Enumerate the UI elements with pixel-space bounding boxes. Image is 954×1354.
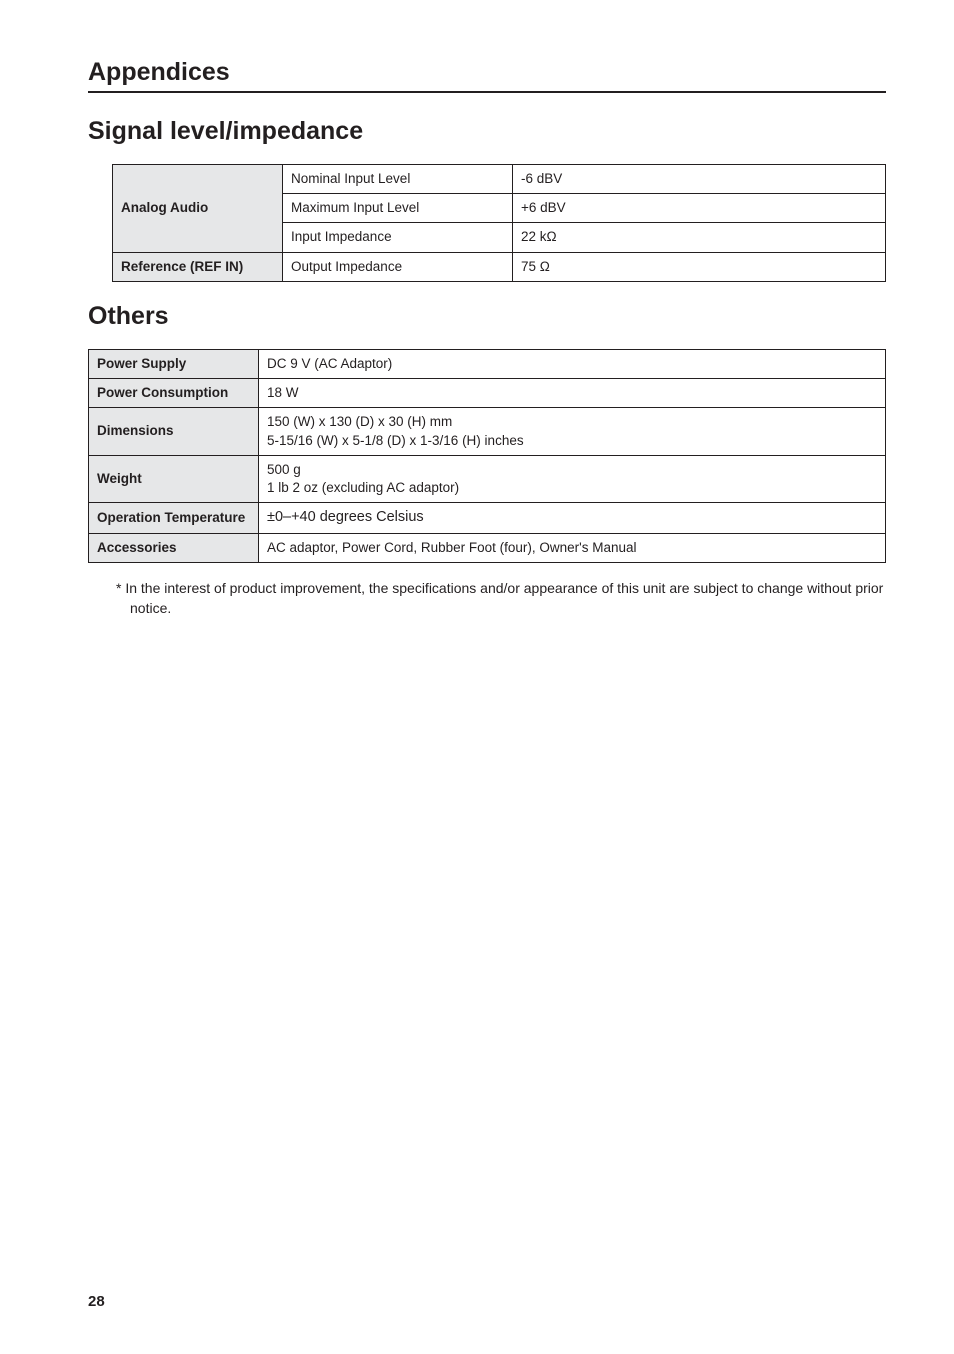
cell: Maximum Input Level [283,194,513,223]
cell: -6 dBV [513,165,886,194]
cell: 150 (W) x 130 (D) x 30 (H) mm5-15/16 (W)… [259,408,886,455]
table-row: Power Supply DC 9 V (AC Adaptor) [89,349,886,378]
cell: +6 dBV [513,194,886,223]
cell: 500 g1 lb 2 oz (excluding AC adaptor) [259,455,886,502]
others-table: Power Supply DC 9 V (AC Adaptor) Power C… [88,349,886,563]
cell: Output Impedance [283,252,513,281]
signal-heading: Signal level/impedance [88,117,886,146]
table-row: Operation Temperature ±0–+40 degrees Cel… [89,503,886,534]
row-header: Analog Audio [113,165,283,253]
section-title: Appendices [88,58,886,93]
table-row: Dimensions 150 (W) x 130 (D) x 30 (H) mm… [89,408,886,455]
cell: Input Impedance [283,223,513,252]
row-header: Power Consumption [89,379,259,408]
others-heading: Others [88,302,886,331]
table-row: Analog Audio Nominal Input Level -6 dBV [113,165,886,194]
footnote: * In the interest of product improvement… [88,579,886,618]
cell: ±0–+40 degrees Celsius [259,503,886,534]
cell: DC 9 V (AC Adaptor) [259,349,886,378]
row-header: Reference (REF IN) [113,252,283,281]
table-row: Weight 500 g1 lb 2 oz (excluding AC adap… [89,455,886,502]
page-number: 28 [88,1293,105,1310]
signal-table: Analog Audio Nominal Input Level -6 dBV … [112,164,886,282]
table-row: Reference (REF IN) Output Impedance 75 Ω [113,252,886,281]
table-row: Power Consumption 18 W [89,379,886,408]
cell: 75 Ω [513,252,886,281]
row-header: Power Supply [89,349,259,378]
table-row: Accessories AC adaptor, Power Cord, Rubb… [89,533,886,562]
row-header: Dimensions [89,408,259,455]
row-header: Weight [89,455,259,502]
row-header: Accessories [89,533,259,562]
cell: Nominal Input Level [283,165,513,194]
cell: 22 kΩ [513,223,886,252]
cell: AC adaptor, Power Cord, Rubber Foot (fou… [259,533,886,562]
cell: 18 W [259,379,886,408]
row-header: Operation Temperature [89,503,259,534]
